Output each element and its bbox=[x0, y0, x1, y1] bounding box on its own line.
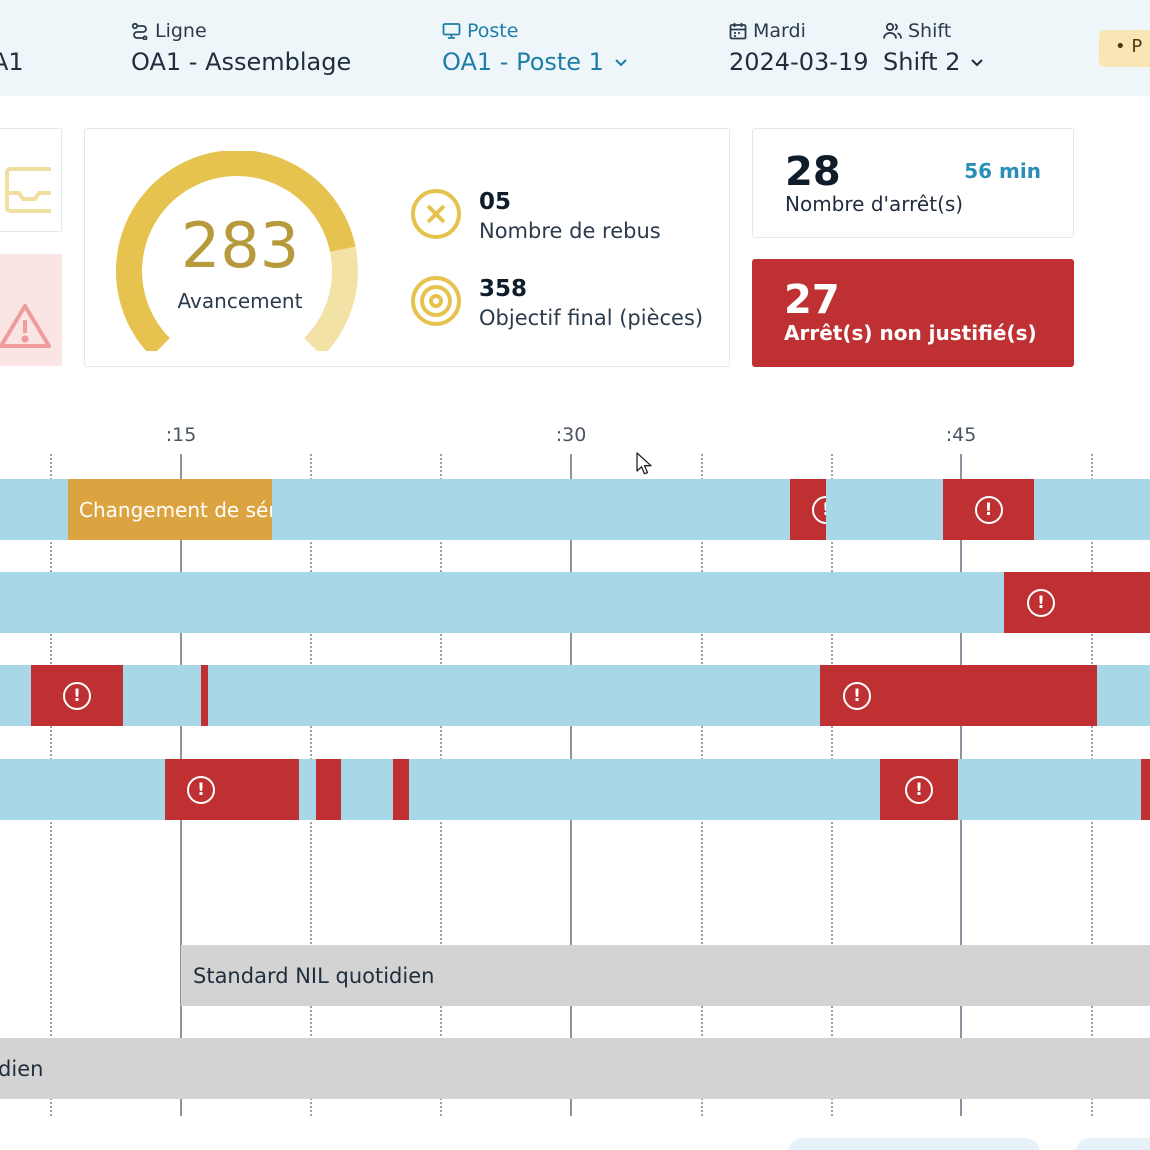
status-pill[interactable]: • P bbox=[1099, 30, 1150, 67]
shift-label: Shift bbox=[908, 20, 952, 42]
alert-circle-icon: ! bbox=[843, 681, 871, 710]
gauge-fill bbox=[116, 151, 356, 351]
alert-circle-icon: ! bbox=[63, 681, 91, 710]
header-clipped-filter: r A1 bbox=[0, 18, 24, 76]
changeover-label: Changement de série bbox=[79, 497, 272, 522]
stops-duration: 56 min bbox=[964, 159, 1041, 183]
progress-label: Avancement bbox=[177, 289, 303, 313]
inbox-icon bbox=[5, 165, 55, 219]
date-filter[interactable]: Mardi 2024-03-19 bbox=[729, 18, 868, 76]
stop-segment[interactable]: ! bbox=[880, 759, 958, 820]
header-bar: r A1 Ligne OA1 - Assemblage Poste OA1 - … bbox=[0, 0, 1150, 96]
stop-segment[interactable]: ! bbox=[790, 479, 826, 540]
warning-card[interactable] bbox=[0, 254, 62, 366]
timeline-row: ! ! bbox=[0, 665, 1150, 726]
unjustified-label: Arrêt(s) non justifié(s) bbox=[784, 321, 1037, 345]
progress-gauge bbox=[116, 151, 358, 351]
poste-label: Poste bbox=[467, 20, 519, 42]
alert-circle-icon: ! bbox=[1027, 588, 1055, 617]
stops-card[interactable]: 28 Nombre d'arrêt(s) 56 min bbox=[752, 128, 1074, 238]
shift-filter[interactable]: Shift Shift 2 bbox=[883, 18, 984, 76]
planned-standard-row[interactable]: Standard NIL quotidien bbox=[0, 1038, 1150, 1099]
rebus-count: 05 bbox=[479, 189, 512, 215]
stop-segment[interactable]: ! bbox=[165, 759, 299, 820]
unjustified-stops-card[interactable]: 27 Arrêt(s) non justifié(s) bbox=[752, 259, 1074, 367]
footer-button[interactable] bbox=[1075, 1138, 1150, 1150]
inbox-card[interactable] bbox=[0, 128, 62, 232]
ligne-filter: Ligne OA1 - Assemblage bbox=[131, 18, 351, 76]
stop-segment[interactable] bbox=[1141, 759, 1150, 820]
reject-x-icon bbox=[409, 187, 463, 245]
production-progress-card: 283 Avancement 05 Nombre de rebus 358 Ob… bbox=[84, 128, 730, 367]
clipped-filter-value: A1 bbox=[0, 48, 24, 76]
alert-circle-icon: ! bbox=[974, 495, 1003, 524]
shift-dropdown[interactable]: Shift 2 bbox=[883, 48, 984, 76]
clipped-filter-label: r bbox=[0, 18, 24, 44]
tick-label-45: :45 bbox=[945, 424, 977, 446]
timeline-row: ! bbox=[0, 572, 1150, 633]
stop-segment[interactable]: ! bbox=[943, 479, 1034, 540]
route-icon bbox=[131, 22, 149, 40]
poste-value: OA1 - Poste 1 bbox=[442, 48, 604, 76]
users-icon bbox=[883, 22, 902, 40]
stop-segment[interactable] bbox=[201, 665, 208, 726]
date-label: Mardi bbox=[753, 20, 806, 42]
alert-circle-icon: ! bbox=[187, 775, 215, 804]
progress-value: 283 bbox=[180, 209, 300, 282]
shift-value: Shift 2 bbox=[883, 48, 961, 76]
poste-filter[interactable]: Poste OA1 - Poste 1 bbox=[442, 18, 628, 76]
monitor-icon bbox=[442, 22, 461, 40]
changeover-segment[interactable]: Changement de série bbox=[68, 479, 272, 540]
chevron-down-icon[interactable] bbox=[970, 53, 984, 72]
stops-timeline: :15 :30 :45 Changement de série ! ! ! ! … bbox=[0, 410, 1150, 1150]
timeline-row: Changement de série ! ! bbox=[0, 479, 1150, 540]
objectif-label: Objectif final (pièces) bbox=[479, 306, 704, 330]
rebus-stat: 05 Nombre de rebus bbox=[409, 187, 661, 245]
ligne-value: OA1 - Assemblage bbox=[131, 48, 352, 76]
footer-button[interactable] bbox=[788, 1138, 1040, 1150]
ligne-label: Ligne bbox=[155, 20, 207, 42]
poste-dropdown[interactable]: OA1 - Poste 1 bbox=[442, 48, 628, 76]
stop-segment[interactable]: ! bbox=[1004, 572, 1150, 633]
planned-standard-label: Standard NIL quotidien bbox=[0, 1056, 44, 1081]
alert-circle-icon: ! bbox=[812, 495, 826, 524]
chevron-down-icon[interactable] bbox=[614, 53, 628, 72]
rebus-label: Nombre de rebus bbox=[479, 219, 661, 243]
objectif-count: 358 bbox=[479, 276, 528, 302]
tick-label-15: :15 bbox=[165, 424, 197, 446]
target-icon bbox=[409, 274, 463, 332]
stop-segment[interactable] bbox=[393, 759, 409, 820]
stop-segment[interactable]: ! bbox=[31, 665, 123, 726]
warning-triangle-icon bbox=[0, 302, 52, 354]
date-value[interactable]: 2024-03-19 bbox=[729, 48, 869, 76]
unjustified-count: 27 bbox=[784, 277, 840, 323]
stop-segment[interactable] bbox=[316, 759, 341, 820]
stops-label: Nombre d'arrêt(s) bbox=[785, 192, 964, 216]
objectif-stat: 358 Objectif final (pièces) bbox=[409, 274, 703, 332]
timeline-row: ! ! bbox=[0, 759, 1150, 820]
planned-standard-row[interactable]: Standard NIL quotidien bbox=[181, 945, 1150, 1006]
stop-segment[interactable]: ! bbox=[820, 665, 1097, 726]
stops-count: 28 bbox=[785, 149, 841, 195]
tick-label-30: :30 bbox=[555, 424, 587, 446]
calendar-icon bbox=[729, 22, 747, 40]
planned-standard-label: Standard NIL quotidien bbox=[193, 963, 435, 988]
alert-circle-icon: ! bbox=[905, 775, 933, 804]
mouse-cursor-icon bbox=[636, 452, 652, 480]
